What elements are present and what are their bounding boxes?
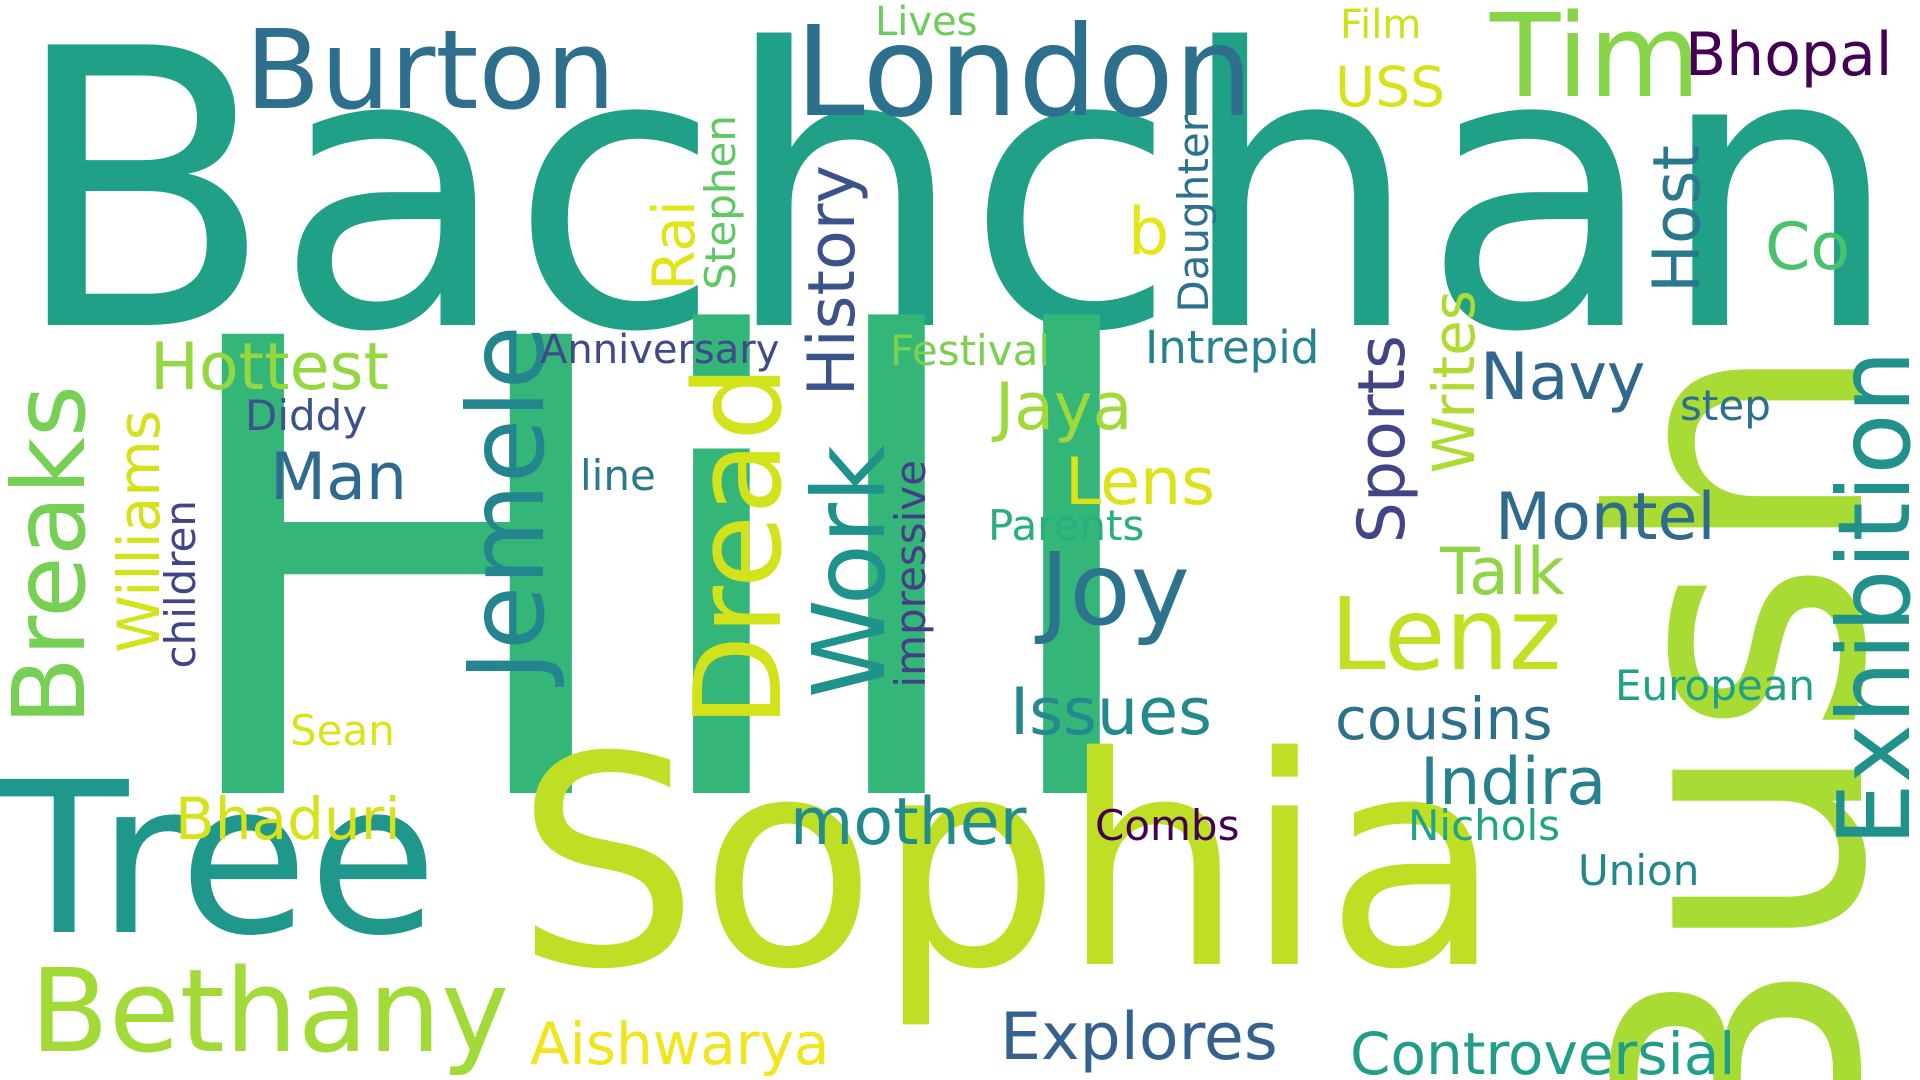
word-indira: Indira <box>1420 745 1607 820</box>
word-lens: Lens <box>1065 445 1216 520</box>
word-co: Co <box>1765 210 1851 285</box>
word-lenz: Lenz <box>1330 576 1562 693</box>
word-bachchan: Bachchan <box>10 0 1902 416</box>
word-jaya: Jaya <box>995 370 1133 445</box>
word-aishwarya: Aishwarya <box>530 1010 830 1078</box>
word-hottest: Hottest <box>150 330 389 405</box>
word-work: Work <box>791 445 908 699</box>
word-burton: Burton <box>245 6 616 134</box>
word-host: Host <box>1640 145 1715 293</box>
word-bethany: Bethany <box>30 945 510 1079</box>
word-tim: Tim <box>1490 0 1701 124</box>
word-controversial: Controversial <box>1350 1020 1736 1080</box>
word-joy: Joy <box>1040 531 1190 648</box>
word-man: Man <box>270 440 408 515</box>
word-navy: Navy <box>1480 340 1646 415</box>
word-film: Film <box>1340 2 1422 48</box>
word-step: step <box>1680 381 1771 430</box>
word-london: London <box>795 0 1254 145</box>
word-jemele: Jemele <box>446 325 568 682</box>
word-line: line <box>580 451 656 500</box>
word-festival: Festival <box>890 326 1050 375</box>
word-sports: Sports <box>1345 335 1420 544</box>
word-diddy: Diddy <box>245 391 368 440</box>
word-european: European <box>1615 661 1816 710</box>
word-combs: Combs <box>1095 801 1240 850</box>
word-b: b <box>1128 195 1170 270</box>
word-history: History <box>795 165 870 397</box>
word-dread: Dread <box>670 365 809 728</box>
word-parents: Parents <box>988 501 1145 550</box>
word-union: Union <box>1578 846 1700 895</box>
word-children: children <box>156 500 205 669</box>
word-issues: Issues <box>1010 675 1212 750</box>
word-bhopal: Bhopal <box>1685 20 1893 90</box>
word-rai: Rai <box>640 200 708 291</box>
word-mother: mother <box>790 785 1027 860</box>
word-uss: USS <box>1335 55 1446 119</box>
word-impressive: impressive <box>886 460 935 688</box>
word-bhaduri: Bhaduri <box>175 785 401 853</box>
word-cousins: cousins <box>1335 685 1553 753</box>
word-talk: Talk <box>1440 535 1565 610</box>
word-exhibition: Exhibition <box>1816 350 1920 847</box>
word-daughter: Daughter <box>1169 115 1218 313</box>
word-writes: Writes <box>1420 290 1488 474</box>
word-nichols: Nichols <box>1408 801 1561 850</box>
word-montel: Montel <box>1495 480 1716 555</box>
word-explores: Explores <box>1000 1000 1278 1075</box>
word-sophia: Sophia <box>515 696 1503 1033</box>
word-sean: Sean <box>290 706 395 755</box>
word-breaks: Breaks <box>0 385 108 726</box>
word-lives: Lives <box>875 0 978 45</box>
word-hill: Hill <box>160 208 1159 942</box>
word-stephen: Stephen <box>696 115 745 290</box>
word-anniversary: Anniversary <box>540 327 780 373</box>
word-tree: Tree <box>0 737 438 982</box>
word-intrepid: Intrepid <box>1145 321 1320 374</box>
